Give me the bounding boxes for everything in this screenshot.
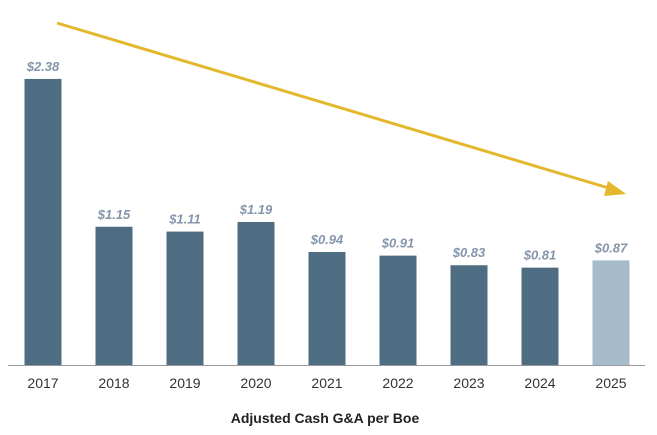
bar-2022	[379, 255, 417, 365]
trend-arrow-line	[56, 21, 613, 191]
x-tick-label-2017: 2017	[27, 375, 58, 391]
bar-2021	[308, 252, 346, 365]
data-label-2018: $1.15	[97, 207, 131, 222]
bar-2025	[592, 260, 630, 365]
bar-2019	[166, 231, 204, 365]
data-label-2024: $0.81	[523, 248, 557, 263]
data-label-2020: $1.19	[239, 202, 273, 217]
x-tick-label-2019: 2019	[169, 375, 200, 391]
trend-arrow	[56, 21, 626, 196]
bar-2023	[450, 265, 488, 365]
chart-title: Adjusted Cash G&A per Boe	[231, 410, 420, 426]
x-tick-label-2018: 2018	[98, 375, 129, 391]
x-tick-label-2024: 2024	[524, 375, 555, 391]
bar-2017	[24, 78, 62, 365]
x-tick-label-2023: 2023	[453, 375, 484, 391]
x-tick-label-2020: 2020	[240, 375, 271, 391]
bar-2024	[521, 267, 559, 365]
data-label-2021: $0.94	[310, 232, 344, 247]
x-tick-label-2025: 2025	[595, 375, 626, 391]
bar-2020	[237, 221, 275, 365]
data-label-2022: $0.91	[381, 236, 415, 251]
x-tick-label-2022: 2022	[382, 375, 413, 391]
x-tick-label-2021: 2021	[311, 375, 342, 391]
bar-2018	[95, 226, 133, 365]
data-label-2019: $1.11	[168, 212, 201, 227]
data-label-2017: $2.38	[26, 59, 60, 74]
trend-arrow-head	[604, 181, 626, 196]
data-label-2025: $0.87	[594, 240, 628, 255]
data-label-2023: $0.83	[452, 245, 486, 260]
